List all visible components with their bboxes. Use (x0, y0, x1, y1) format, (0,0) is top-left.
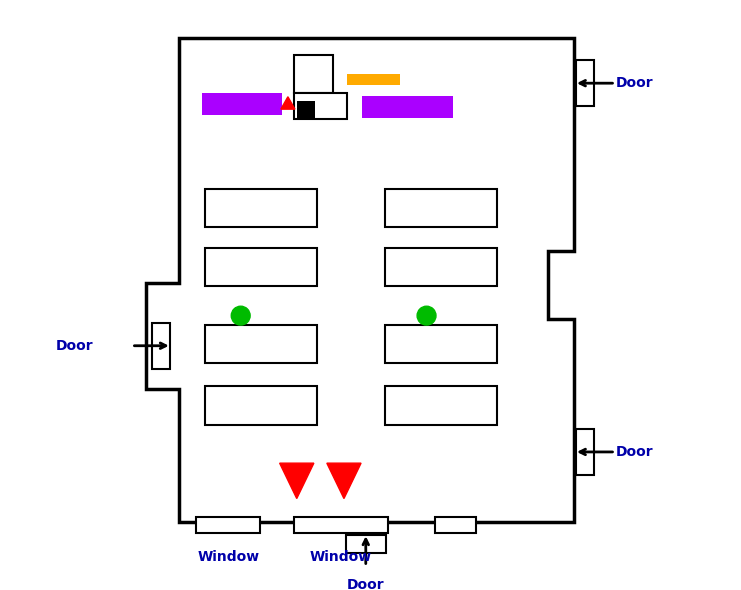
Bar (385, 386, 497, 425)
Bar (385, 248, 497, 286)
Bar (202, 93, 282, 115)
Bar (297, 101, 315, 118)
Bar (293, 517, 388, 533)
Bar (385, 189, 497, 227)
Text: Door: Door (56, 339, 93, 353)
Bar (576, 429, 594, 475)
Polygon shape (279, 463, 314, 499)
Bar (436, 517, 476, 533)
Circle shape (417, 306, 436, 325)
Polygon shape (327, 463, 361, 499)
Bar (294, 55, 333, 93)
Circle shape (231, 306, 250, 325)
Bar (346, 535, 386, 553)
Bar (196, 517, 260, 533)
Bar (576, 60, 594, 106)
Text: Door: Door (615, 76, 653, 90)
Text: Door: Door (615, 445, 653, 459)
Bar (294, 93, 348, 119)
Polygon shape (281, 97, 295, 109)
Bar (152, 323, 170, 369)
Bar (385, 324, 497, 363)
Bar (205, 386, 317, 425)
Bar (362, 96, 453, 118)
Bar (347, 74, 400, 85)
Text: Window: Window (197, 550, 259, 564)
Bar (205, 189, 317, 227)
Bar (205, 248, 317, 286)
Text: Window: Window (310, 550, 372, 564)
Bar (205, 324, 317, 363)
Text: Door: Door (347, 578, 385, 590)
